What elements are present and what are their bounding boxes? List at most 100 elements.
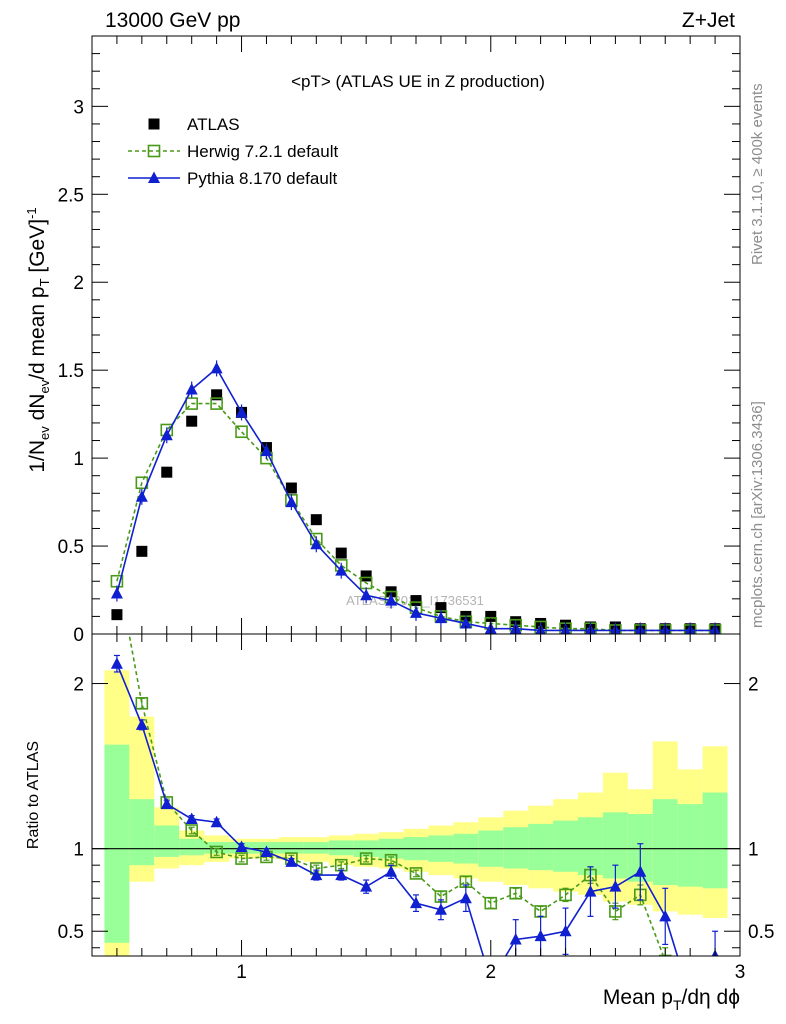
legend-entry-herwig-7-2-1-default: Herwig 7.2.1 default xyxy=(128,142,338,161)
pythia-8-170-default-ratio-point xyxy=(285,855,298,867)
ratio-axes: 0.5 0.5 1 1 2 2 1 2 3 xyxy=(58,634,774,983)
pythia-8-170-default-ratio-point xyxy=(310,868,323,881)
main-series-layer xyxy=(110,360,722,634)
pythia-8-170-default-point xyxy=(135,490,148,502)
main-y-tick-label: 2.5 xyxy=(58,185,84,206)
atlas-point xyxy=(435,602,447,614)
green-band-bin xyxy=(528,823,554,871)
pythia-8-170-default-ratio-point xyxy=(385,865,398,877)
herwig-7-2-1-default-ratio-point xyxy=(135,697,149,710)
green-band-bin xyxy=(129,799,155,866)
legend-label-pythia-8-170-default: Pythia 8.170 default xyxy=(187,169,338,188)
herwig-7-2-1-default-ratio-point xyxy=(210,845,223,859)
atlas-point xyxy=(186,415,198,427)
ratio-x-tick-label: 1 xyxy=(236,962,247,983)
side-label-rivet: Rivet 3.1.10, ≥ 400k events xyxy=(749,83,766,265)
pythia-8-170-default-point xyxy=(160,428,173,441)
green-band-bin xyxy=(503,827,529,869)
legend-marker-pythia-8-170-default xyxy=(148,171,160,183)
pythia-8-170-default-ratio-point xyxy=(235,840,248,853)
main-y-tick-label: 3 xyxy=(73,97,84,118)
herwig-7-2-1-default-point xyxy=(210,397,223,410)
pythia-8-170-default-line xyxy=(116,367,716,632)
ratio-y-tick-label-left: 0.5 xyxy=(58,922,84,943)
ratio-y-tick-label-left: 2 xyxy=(73,675,84,696)
atlas-point xyxy=(310,514,322,526)
main-y-tick-label: 0.5 xyxy=(58,537,84,558)
ratio-y-tick-label-left: 1 xyxy=(73,840,84,861)
process-label: Z+Jet xyxy=(682,9,735,32)
pythia-8-170-default-point xyxy=(185,383,198,395)
legend-marker-atlas xyxy=(148,118,160,130)
pythia-8-170-default-ratio-point xyxy=(410,896,422,909)
pythia-8-170-default-point xyxy=(459,616,472,629)
herwig-7-2-1-default-ratio-point xyxy=(658,954,672,956)
pythia-8-170-default-ratio-point xyxy=(434,903,447,915)
herwig-7-2-1-default-ratio-point xyxy=(185,824,198,837)
green-band-bin xyxy=(303,842,329,854)
atlas-point xyxy=(285,482,297,494)
main-y-tick-label: 0 xyxy=(73,625,84,646)
main-y-tick-label: 2 xyxy=(73,273,84,294)
pythia-8-170-default-point xyxy=(410,606,422,618)
pythia-8-170-default-ratio-point xyxy=(659,909,672,922)
pythia-8-170-default-point xyxy=(210,361,223,374)
pythia-8-170-default-ratio-point xyxy=(459,891,472,904)
svg-text:1/Nev dNev/d mean pT [GeV]-1: 1/Nev dNev/d mean pT [GeV]-1 xyxy=(24,207,52,472)
atlas-point xyxy=(335,547,347,559)
ratio-y-tick-label-right: 0.5 xyxy=(748,922,774,943)
svg-text:Ratio to ATLAS: Ratio to ATLAS xyxy=(25,741,42,849)
pythia-8-170-default-ratio-point xyxy=(509,932,522,945)
green-band-bin xyxy=(204,842,230,854)
atlas-point xyxy=(410,595,422,607)
green-band-bin xyxy=(278,842,304,854)
plot-title: <pT> (ATLAS UE in Z production) xyxy=(291,72,545,91)
atlas-point xyxy=(211,389,223,401)
green-band-bin xyxy=(677,804,703,887)
legend-entry-atlas: ATLAS xyxy=(148,115,240,134)
herwig-7-2-1-default-ratio-point xyxy=(484,896,498,910)
ratio-y-tick-label-right: 2 xyxy=(748,675,759,696)
ratio-x-tick-label: 3 xyxy=(735,962,746,983)
pythia-8-170-default-ratio-point xyxy=(110,657,123,669)
pythia-8-170-default-point xyxy=(335,564,348,576)
main-y-tick-label: 1 xyxy=(73,449,84,470)
pythia-8-170-default-ratio-point xyxy=(210,815,223,828)
main-y-tick-label: 1.5 xyxy=(58,361,84,382)
herwig-7-2-1-default-ratio-point xyxy=(559,888,572,902)
herwig-7-2-1-default-ratio-point xyxy=(235,852,248,865)
herwig-7-2-1-default-point xyxy=(235,425,248,439)
side-label-mcplots: mcplots.cern.ch [arXiv:1306.3436] xyxy=(749,401,766,628)
atlas-point xyxy=(360,570,372,582)
green-band-bin xyxy=(179,838,205,856)
ratio-y-axis-title: Ratio to ATLAS xyxy=(25,741,42,849)
pythia-8-170-default-ratio-point xyxy=(584,885,597,897)
pythia-8-170-default-point xyxy=(360,588,373,601)
pythia-8-170-default-ratio-point xyxy=(360,880,373,892)
green-band-bin xyxy=(154,825,180,857)
atlas-point xyxy=(111,609,123,621)
main-y-axis: 0 0.5 1 1.5 2 2.5 3 xyxy=(58,35,741,646)
legend-label-herwig-7-2-1-default: Herwig 7.2.1 default xyxy=(187,142,338,161)
herwig-7-2-1-default-ratio-point xyxy=(409,867,423,880)
atlas-point xyxy=(485,610,497,622)
ratio-uncertainty-bands xyxy=(92,670,740,956)
green-band-bin xyxy=(328,840,354,856)
pythia-8-170-default-ratio-point xyxy=(160,797,173,810)
atlas-point xyxy=(161,466,173,478)
legend: ATLAS Herwig 7.2.1 default Pythia 8.170 de… xyxy=(128,115,338,188)
pythia-8-170-default-ratio-point xyxy=(559,924,572,937)
pythia-8-170-default-ratio-point xyxy=(335,868,348,881)
legend-label-atlas: ATLAS xyxy=(187,115,240,134)
ratio-series-layer xyxy=(110,634,719,956)
green-band-bin xyxy=(578,817,603,876)
green-band-bin xyxy=(553,820,578,872)
x-axis-title: Mean pT/dη dϕ xyxy=(603,986,740,1013)
green-band-bin xyxy=(702,792,728,889)
pythia-8-170-default-ratio-point xyxy=(260,845,273,857)
legend-entry-pythia-8-170-default: Pythia 8.170 default xyxy=(128,169,338,188)
main-y-axis-title: 1/Nev dNev/d mean pT [GeV]-1 xyxy=(24,207,52,472)
herwig-7-2-1-default-ratio-point xyxy=(509,886,522,900)
energy-label: 13000 GeV pp xyxy=(105,9,240,32)
pythia-8-170-default-point xyxy=(385,594,398,606)
